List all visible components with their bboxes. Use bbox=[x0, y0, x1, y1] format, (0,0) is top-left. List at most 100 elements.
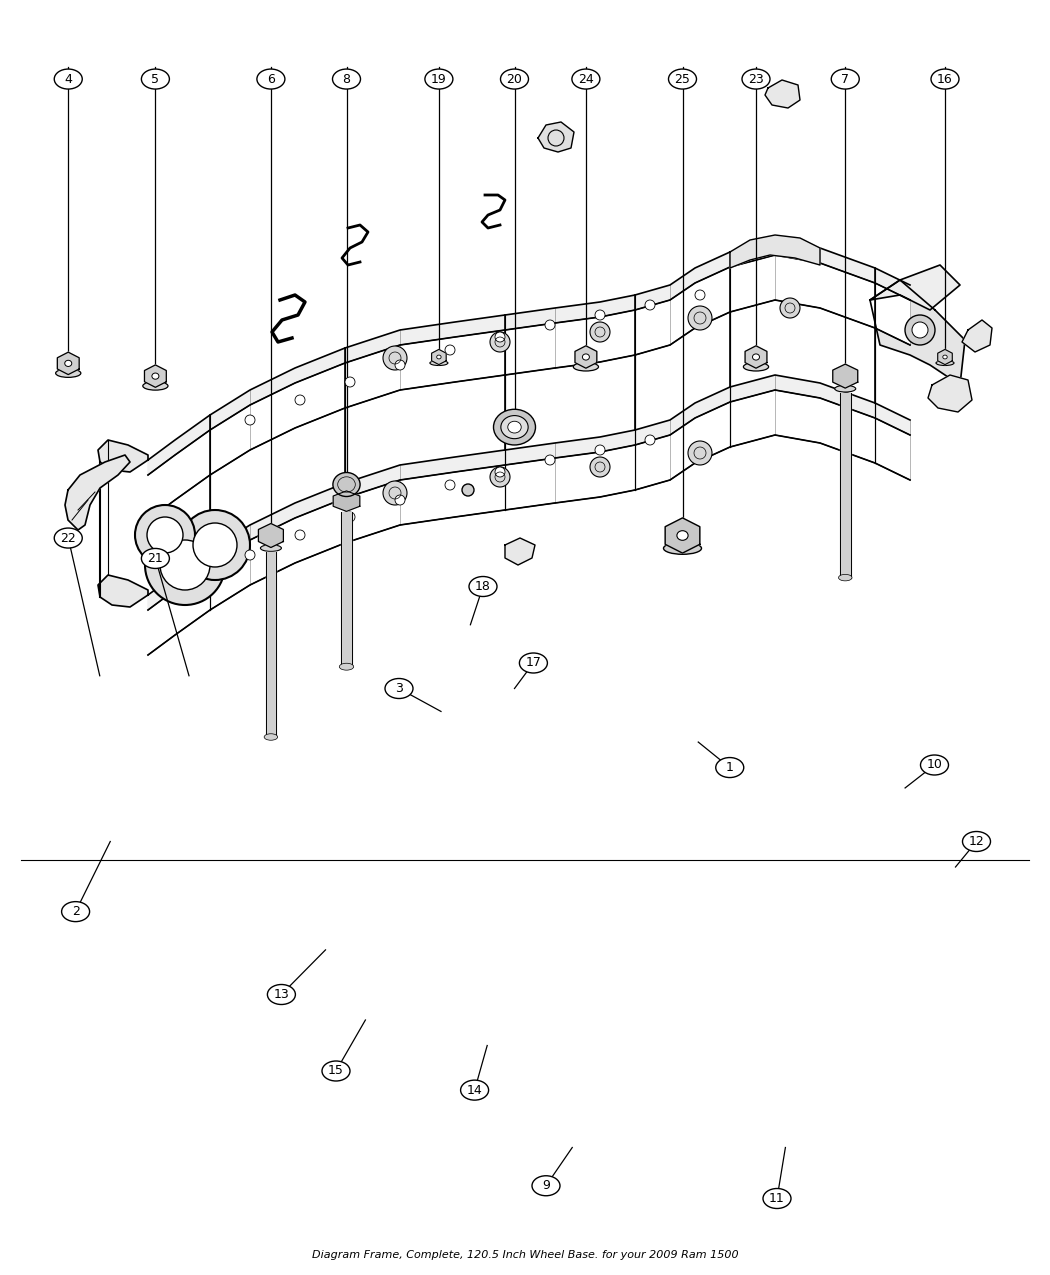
Ellipse shape bbox=[142, 69, 169, 89]
Ellipse shape bbox=[572, 69, 600, 89]
Ellipse shape bbox=[55, 69, 82, 89]
Ellipse shape bbox=[520, 653, 547, 673]
Circle shape bbox=[490, 332, 510, 352]
Ellipse shape bbox=[152, 374, 159, 379]
Ellipse shape bbox=[508, 421, 521, 434]
Circle shape bbox=[345, 513, 355, 521]
Text: 16: 16 bbox=[937, 73, 953, 85]
Circle shape bbox=[780, 298, 800, 317]
Circle shape bbox=[445, 346, 455, 354]
Circle shape bbox=[545, 320, 555, 330]
Polygon shape bbox=[666, 518, 699, 553]
Ellipse shape bbox=[461, 1080, 488, 1100]
Polygon shape bbox=[928, 375, 972, 412]
Text: 24: 24 bbox=[579, 73, 594, 85]
Text: 6: 6 bbox=[267, 73, 275, 85]
Circle shape bbox=[590, 456, 610, 477]
Ellipse shape bbox=[743, 362, 769, 371]
Polygon shape bbox=[148, 390, 910, 655]
Polygon shape bbox=[258, 524, 284, 547]
Polygon shape bbox=[98, 575, 148, 607]
Text: 15: 15 bbox=[328, 1065, 344, 1077]
Ellipse shape bbox=[832, 69, 859, 89]
Circle shape bbox=[695, 289, 705, 300]
Ellipse shape bbox=[532, 1176, 560, 1196]
Ellipse shape bbox=[573, 362, 598, 371]
Text: 18: 18 bbox=[475, 580, 491, 593]
Text: 17: 17 bbox=[525, 657, 542, 669]
Text: Diagram Frame, Complete, 120.5 Inch Wheel Base. for your 2009 Ram 1500: Diagram Frame, Complete, 120.5 Inch Whee… bbox=[312, 1250, 738, 1260]
Ellipse shape bbox=[839, 574, 852, 581]
Ellipse shape bbox=[65, 361, 71, 366]
Text: 3: 3 bbox=[395, 682, 403, 695]
Polygon shape bbox=[65, 455, 130, 530]
Polygon shape bbox=[505, 538, 536, 565]
Ellipse shape bbox=[753, 354, 759, 360]
Circle shape bbox=[645, 300, 655, 310]
Polygon shape bbox=[730, 235, 820, 268]
Text: 25: 25 bbox=[674, 73, 691, 85]
Text: 19: 19 bbox=[430, 73, 447, 85]
Ellipse shape bbox=[333, 473, 360, 496]
Circle shape bbox=[383, 346, 407, 370]
Text: 12: 12 bbox=[968, 835, 985, 848]
Ellipse shape bbox=[268, 984, 295, 1005]
Ellipse shape bbox=[425, 69, 453, 89]
Polygon shape bbox=[538, 122, 574, 152]
Ellipse shape bbox=[501, 69, 528, 89]
Text: 4: 4 bbox=[64, 73, 72, 85]
Ellipse shape bbox=[333, 69, 360, 89]
Text: 10: 10 bbox=[926, 759, 943, 771]
Circle shape bbox=[545, 455, 555, 465]
Text: 8: 8 bbox=[342, 73, 351, 85]
Ellipse shape bbox=[55, 528, 82, 548]
Text: 20: 20 bbox=[506, 73, 523, 85]
Ellipse shape bbox=[669, 69, 696, 89]
Ellipse shape bbox=[469, 576, 497, 597]
Circle shape bbox=[245, 550, 255, 560]
Polygon shape bbox=[341, 511, 352, 667]
Ellipse shape bbox=[501, 416, 528, 439]
Circle shape bbox=[462, 484, 474, 496]
Polygon shape bbox=[833, 365, 858, 388]
Circle shape bbox=[595, 445, 605, 455]
Polygon shape bbox=[148, 255, 910, 520]
Circle shape bbox=[245, 414, 255, 425]
Ellipse shape bbox=[56, 368, 81, 377]
Ellipse shape bbox=[921, 755, 948, 775]
Polygon shape bbox=[840, 393, 850, 578]
Polygon shape bbox=[962, 320, 992, 352]
Circle shape bbox=[445, 479, 455, 490]
Polygon shape bbox=[870, 280, 965, 385]
Ellipse shape bbox=[716, 757, 743, 778]
Text: 14: 14 bbox=[466, 1084, 483, 1096]
Circle shape bbox=[495, 332, 505, 342]
Ellipse shape bbox=[763, 1188, 791, 1209]
Text: 7: 7 bbox=[841, 73, 849, 85]
Circle shape bbox=[135, 505, 195, 565]
Circle shape bbox=[145, 525, 225, 606]
Text: 9: 9 bbox=[542, 1179, 550, 1192]
Circle shape bbox=[688, 306, 712, 330]
Circle shape bbox=[645, 435, 655, 445]
Ellipse shape bbox=[931, 69, 959, 89]
Ellipse shape bbox=[260, 544, 281, 551]
Ellipse shape bbox=[664, 542, 701, 555]
Circle shape bbox=[688, 441, 712, 465]
Circle shape bbox=[490, 467, 510, 487]
Polygon shape bbox=[765, 80, 800, 108]
Circle shape bbox=[905, 315, 934, 346]
Ellipse shape bbox=[265, 733, 277, 741]
Circle shape bbox=[595, 310, 605, 320]
Circle shape bbox=[345, 377, 355, 388]
Text: 22: 22 bbox=[61, 532, 76, 544]
Ellipse shape bbox=[257, 69, 285, 89]
Circle shape bbox=[912, 323, 928, 338]
Circle shape bbox=[590, 323, 610, 342]
Ellipse shape bbox=[437, 356, 441, 358]
Polygon shape bbox=[148, 240, 910, 476]
Polygon shape bbox=[333, 491, 360, 511]
Ellipse shape bbox=[142, 548, 169, 569]
Text: 23: 23 bbox=[748, 73, 764, 85]
Text: 21: 21 bbox=[147, 552, 164, 565]
